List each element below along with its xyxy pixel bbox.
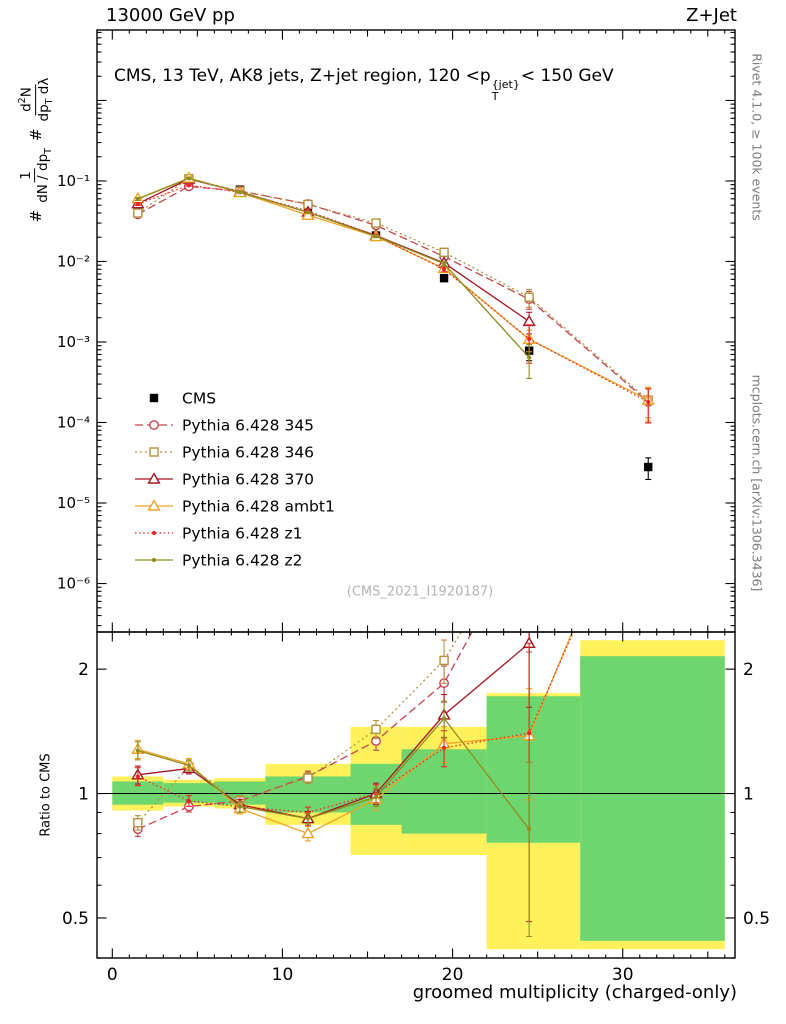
svg-text:10⁻¹: 10⁻¹ — [57, 172, 90, 190]
mcplots-reference-note: mcplots.cern.ch [arXiv:1306.3436] — [749, 374, 765, 592]
svg-text:1: 1 — [743, 785, 754, 805]
svg-text:10: 10 — [272, 965, 294, 985]
svg-text:2: 2 — [743, 660, 754, 680]
legend-item-Pythia 6.428 346: Pythia 6.428 346 — [135, 444, 314, 462]
process-title: Z+Jet — [686, 5, 737, 26]
series-CMS — [133, 179, 653, 481]
green-band — [163, 783, 215, 803]
svg-text:10⁻⁶: 10⁻⁶ — [57, 575, 90, 593]
series-Pythia 6.428 z2 — [134, 176, 533, 380]
legend-item-CMS: CMS — [149, 390, 216, 408]
axes — [96, 29, 736, 959]
x-axis-label: groomed multiplicity (charged-only) — [412, 982, 737, 1003]
legend-label: Pythia 6.428 z1 — [182, 525, 302, 543]
legend-label: Pythia 6.428 z2 — [182, 552, 302, 570]
legend-label: Pythia 6.428 370 — [182, 471, 314, 489]
svg-text:10⁻⁴: 10⁻⁴ — [57, 414, 90, 432]
legend-label: Pythia 6.428 346 — [182, 444, 314, 462]
series-Pythia 6.428 345 — [132, 181, 654, 424]
analysis-id-watermark: (CMS_2021_I1920187) — [346, 584, 494, 600]
panel-title: CMS, 13 TeV, AK8 jets, Z+jet region, 120… — [114, 66, 614, 102]
tick-labels: 0 10 20 30 10⁻¹ 10⁻² 10⁻³ 10⁻⁴ 10⁻⁵ 10⁻⁶ 2 2 1 1 0.5 0.… — [57, 172, 770, 985]
top-y-axis-label: # 1 dN / dpT # d2N dpT dλ — [17, 77, 55, 223]
legend-item-Pythia 6.428 370: Pythia 6.428 370 — [135, 471, 314, 489]
rivet-version-note: Rivet 4.1.0, ≥ 100k events — [749, 53, 765, 221]
series-Pythia 6.428 z1 — [134, 183, 652, 424]
pt-scripts: {jet} T — [492, 79, 520, 102]
legend-item-Pythia 6.428 z2: Pythia 6.428 z2 — [135, 552, 302, 570]
svg-text:0.5: 0.5 — [62, 909, 89, 929]
svg-text:2: 2 — [78, 660, 89, 680]
top-panel — [131, 171, 655, 481]
legend-item-Pythia 6.428 345: Pythia 6.428 345 — [135, 417, 314, 435]
legend-label: Pythia 6.428 345 — [182, 417, 314, 435]
series-Pythia 6.428 z2 — [134, 700, 533, 938]
hash-symbol: # — [26, 128, 45, 142]
svg-text:1: 1 — [78, 785, 89, 805]
svg-text:10⁻²: 10⁻² — [57, 252, 90, 270]
legend-item-Pythia 6.428 ambt1: Pythia 6.428 ambt1 — [135, 498, 335, 516]
svg-text:30: 30 — [612, 965, 634, 985]
svg-text:20: 20 — [442, 965, 464, 985]
hash-symbol: # — [26, 209, 45, 223]
green-band — [214, 781, 266, 805]
beam-energy-title: 13000 GeV pp — [106, 5, 235, 26]
series-Pythia 6.428 ambt1 — [131, 171, 655, 422]
legend-label: Pythia 6.428 ambt1 — [182, 498, 335, 516]
panel-title-pre: CMS, 13 TeV, AK8 jets, Z+jet region, 120… — [114, 66, 491, 86]
ratio-y-axis-label: Ratio to CMS — [38, 753, 54, 837]
pt-subscript: T — [491, 89, 499, 103]
legend: CMS Pythia 6.428 345 Pythia 6.428 346 Pythi… — [135, 390, 335, 570]
legend-label: CMS — [182, 390, 216, 408]
fraction-2: d2N dpT dλ — [17, 77, 55, 122]
panel-title-post: < 150 GeV — [520, 66, 614, 86]
svg-text:0: 0 — [107, 965, 118, 985]
legend-item-Pythia 6.428 z1: Pythia 6.428 z1 — [135, 525, 302, 543]
svg-text:10⁻³: 10⁻³ — [57, 333, 90, 351]
green-band — [580, 656, 725, 941]
series-Pythia 6.428 370 — [131, 172, 536, 335]
green-band — [486, 696, 581, 843]
series-Pythia 6.428 346 — [133, 173, 653, 419]
fraction-1: 1 dN / dpT — [17, 148, 54, 203]
svg-text:0.5: 0.5 — [743, 909, 770, 929]
uncertainty-bands — [97, 640, 735, 950]
svg-text:10⁻⁵: 10⁻⁵ — [57, 494, 90, 512]
green-band — [112, 781, 164, 805]
ratio-panel — [131, 632, 575, 938]
pt-superscript: {jet} — [491, 78, 520, 91]
